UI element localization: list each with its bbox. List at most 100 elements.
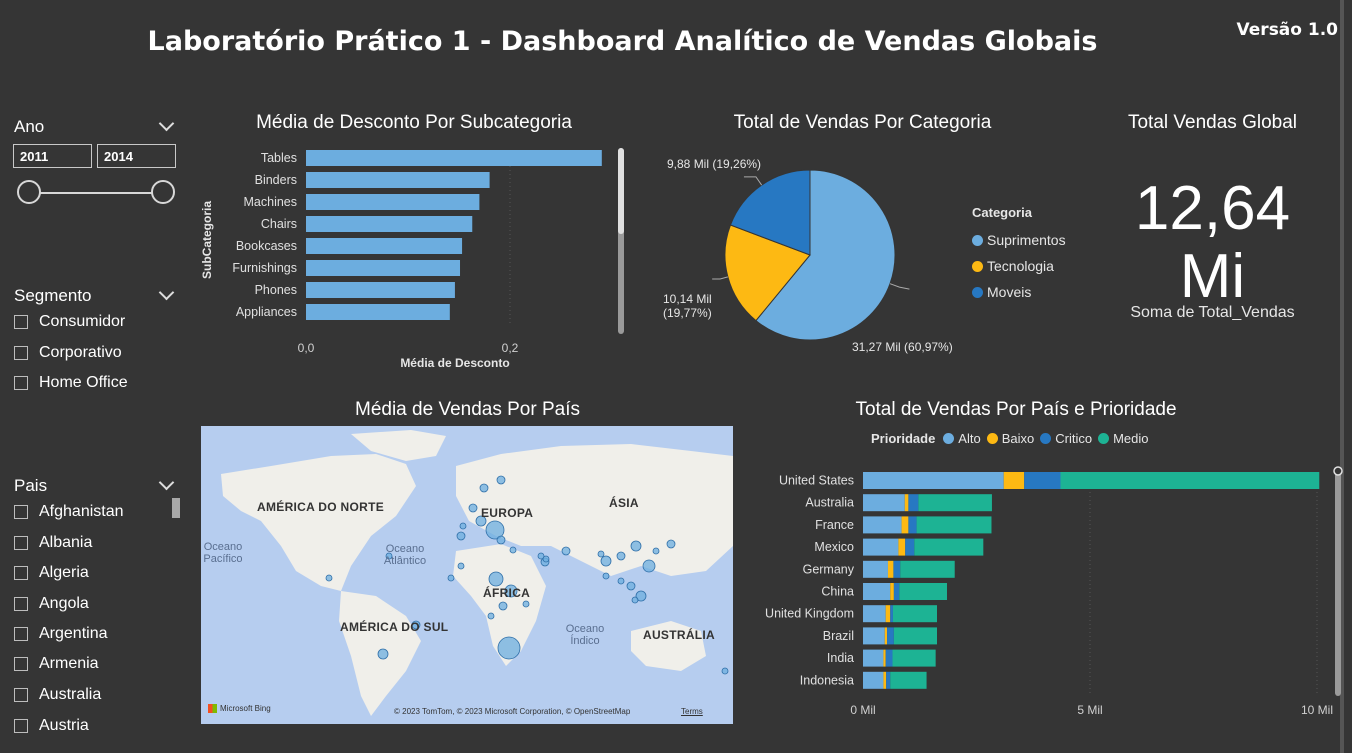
country-option[interactable]: Australia — [14, 685, 101, 705]
checkbox-icon[interactable] — [14, 719, 28, 733]
bar-segment[interactable] — [901, 516, 909, 534]
country-option[interactable]: Algeria — [14, 563, 89, 583]
country-option[interactable]: Argentina — [14, 624, 108, 644]
legend-label[interactable]: Medio — [1113, 431, 1149, 446]
bar-segment[interactable] — [893, 627, 938, 645]
bar-segment[interactable] — [863, 649, 884, 667]
map-bubble[interactable] — [600, 555, 612, 567]
bar-segment[interactable] — [863, 605, 886, 623]
map-bubble[interactable] — [542, 555, 550, 563]
bar-segment[interactable] — [904, 494, 909, 512]
bar-segment[interactable] — [918, 494, 992, 512]
map-bubble[interactable] — [635, 590, 647, 602]
bar-segment[interactable] — [916, 516, 992, 534]
bar-segment[interactable] — [863, 472, 1004, 489]
map-bubble[interactable] — [561, 546, 571, 556]
bar-segment[interactable] — [885, 649, 893, 667]
bar-segment[interactable] — [1003, 472, 1025, 489]
map-bubble[interactable] — [498, 601, 508, 611]
map-bubble[interactable] — [631, 596, 639, 604]
map-bubble[interactable] — [504, 584, 518, 598]
map-bubble[interactable] — [642, 559, 656, 573]
country-option[interactable]: Armenia — [14, 654, 99, 674]
bar-segment[interactable] — [884, 627, 888, 645]
bar[interactable] — [306, 150, 602, 166]
bar-segment[interactable] — [890, 583, 894, 600]
map-bubble[interactable] — [459, 522, 467, 530]
checkbox-icon[interactable] — [14, 566, 28, 580]
bar-segment[interactable] — [1024, 472, 1061, 489]
segment-option[interactable]: Corporativo — [14, 343, 122, 363]
country-priority-bar-chart[interactable]: 0 Mil 5 Mil 10 Mil United States Australia Fr… — [745, 462, 1350, 722]
year-slider-start-handle[interactable] — [17, 180, 41, 204]
chevron-down-icon[interactable] — [158, 115, 175, 132]
map-bubble[interactable] — [602, 572, 610, 580]
map-bubble[interactable] — [456, 531, 466, 541]
chart-scrollbar[interactable] — [1335, 468, 1341, 696]
bar-segment[interactable] — [886, 671, 891, 689]
bar-segment[interactable] — [863, 627, 885, 645]
bar-segment[interactable] — [883, 649, 886, 667]
bar-segment[interactable] — [1060, 472, 1320, 489]
country-option[interactable]: Afghanistan — [14, 502, 124, 522]
map-bubble[interactable] — [487, 612, 495, 620]
bar[interactable] — [306, 216, 473, 232]
map-bubble[interactable] — [488, 571, 504, 587]
bar-segment[interactable] — [863, 671, 884, 689]
map-bubble[interactable] — [617, 577, 625, 585]
country-list-scrollbar[interactable] — [172, 498, 180, 518]
map-bubble[interactable] — [475, 515, 487, 527]
bar-segment[interactable] — [892, 605, 938, 623]
bar[interactable] — [306, 260, 461, 276]
bar-segment[interactable] — [863, 560, 888, 578]
checkbox-icon[interactable] — [14, 657, 28, 671]
map-terms-link[interactable]: Terms — [681, 707, 703, 716]
bar-segment[interactable] — [905, 538, 915, 556]
bar-segment[interactable] — [892, 649, 936, 667]
map-bubble[interactable] — [522, 600, 530, 608]
legend-label[interactable]: Alto — [958, 431, 981, 446]
map-bubble[interactable] — [377, 648, 389, 660]
country-option[interactable]: Albania — [14, 533, 92, 553]
country-option[interactable]: Austria — [14, 716, 89, 736]
bar-segment[interactable] — [908, 494, 919, 512]
map-bubble[interactable] — [497, 636, 521, 660]
chart-scroll-thumb[interactable] — [618, 148, 624, 234]
map-bubble[interactable] — [485, 520, 505, 540]
bar-segment[interactable] — [885, 605, 891, 623]
bar-segment[interactable] — [900, 560, 955, 578]
year-slider-end-handle[interactable] — [151, 180, 175, 204]
legend-item[interactable]: Moveis — [972, 279, 1066, 305]
bar-segment[interactable] — [863, 494, 905, 512]
year-from-input[interactable]: 2011 — [13, 144, 92, 168]
sales-map[interactable]: AMÉRICA DO NORTE EUROPA ÁSIA ÁFRICA AMÉR… — [201, 426, 733, 724]
category-pie-chart[interactable]: 31,27 Mil (60,97%) 10,14 Mil(19,77%) 9,88 … — [655, 145, 975, 365]
bar-segment[interactable] — [898, 538, 906, 556]
country-option[interactable]: Angola — [14, 594, 89, 614]
map-bubble[interactable] — [509, 546, 517, 554]
bar[interactable] — [306, 282, 455, 298]
checkbox-icon[interactable] — [14, 597, 28, 611]
legend-item[interactable]: Suprimentos — [972, 227, 1066, 253]
map-bubble[interactable] — [537, 552, 545, 560]
map-bubble[interactable] — [496, 475, 506, 485]
legend-label[interactable]: Baixo — [1001, 431, 1035, 446]
chevron-down-icon[interactable] — [158, 284, 175, 301]
checkbox-icon[interactable] — [14, 688, 28, 702]
bar-segment[interactable] — [890, 671, 927, 689]
map-bubble[interactable] — [411, 620, 421, 630]
map-bubble[interactable] — [325, 574, 333, 582]
map-bubble[interactable] — [721, 667, 729, 675]
bar-segment[interactable] — [887, 560, 894, 578]
year-slider-track[interactable] — [30, 192, 164, 194]
checkbox-icon[interactable] — [14, 536, 28, 550]
bar-segment[interactable] — [893, 583, 900, 600]
map-bubble[interactable] — [597, 550, 605, 558]
bar-segment[interactable] — [863, 538, 899, 556]
bar-segment[interactable] — [863, 583, 891, 600]
bar-segment[interactable] — [899, 583, 947, 600]
map-bubble[interactable] — [468, 503, 478, 513]
segment-option[interactable]: Home Office — [14, 373, 128, 393]
checkbox-icon[interactable] — [14, 505, 28, 519]
bing-logo[interactable]: Microsoft Bing — [208, 704, 271, 713]
